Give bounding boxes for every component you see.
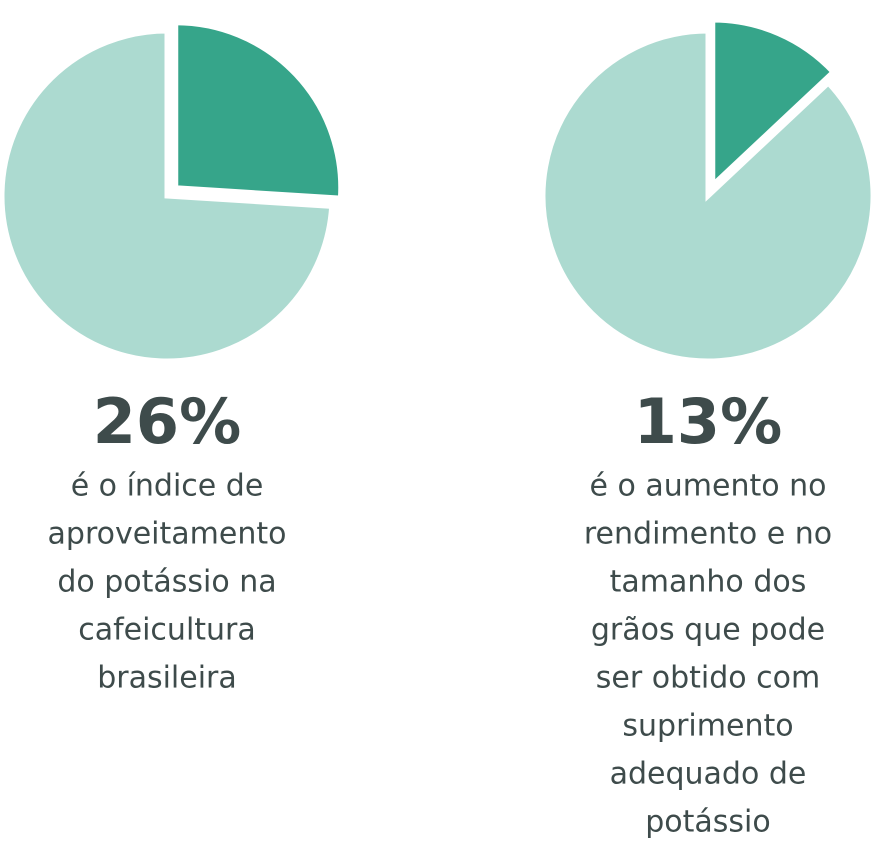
caption-line: potássio: [645, 805, 771, 840]
caption-line: suprimento: [622, 709, 793, 744]
big-number: 26%: [93, 385, 241, 458]
caption-line: ser obtido com: [596, 661, 820, 696]
pie-slice: [0, 28, 335, 364]
caption-line: grãos que pode: [591, 613, 825, 648]
pie-slice: [173, 20, 344, 201]
caption-line: tamanho dos: [610, 565, 807, 600]
caption-line: é o aumento no: [590, 469, 827, 504]
caption-line: cafeicultura: [78, 613, 256, 648]
pie-slice: [540, 28, 874, 364]
caption-line: rendimento e no: [584, 517, 832, 552]
caption-line: adequado de: [610, 757, 807, 792]
caption-line: brasileira: [97, 661, 237, 696]
pie-slice: [710, 17, 837, 191]
caption-line: do potássio na: [57, 565, 276, 600]
caption-line: aproveitamento: [48, 517, 287, 552]
big-number: 13%: [634, 385, 782, 458]
caption-line: é o índice de: [71, 469, 264, 504]
